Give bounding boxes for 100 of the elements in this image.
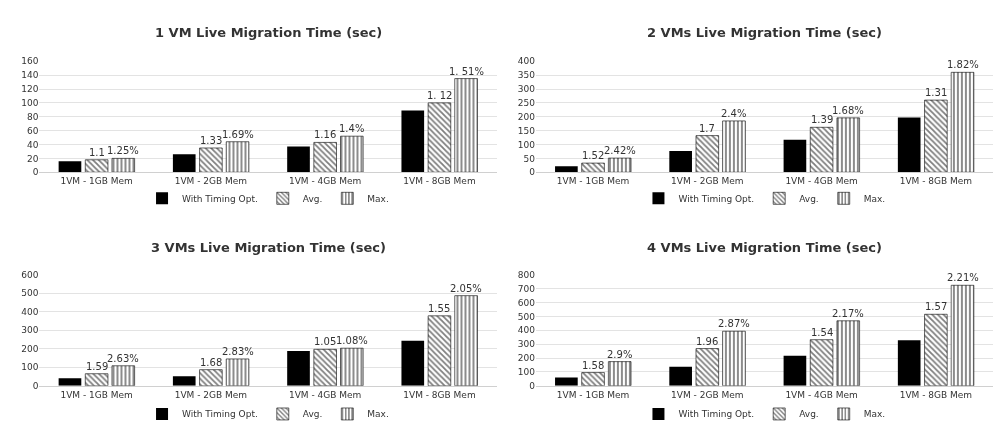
bar	[172, 376, 196, 386]
bar	[695, 348, 719, 386]
bar	[581, 162, 605, 173]
text: Max.	[367, 193, 389, 204]
y-tick-label: 350	[517, 70, 536, 81]
y-tick-label: 500	[517, 311, 536, 322]
bar	[836, 117, 860, 173]
y-tick-label: 600	[517, 297, 536, 308]
text: Max.	[863, 193, 886, 204]
text: Max.	[863, 409, 886, 420]
y-tick-label: 300	[21, 325, 39, 336]
annotation: 1. 51%	[449, 66, 484, 77]
bar	[783, 355, 807, 386]
chart-title: 1 VM Live Migration Time (sec)	[155, 25, 383, 40]
x-tick-label: 1VM - 8GB Mem	[899, 176, 973, 187]
annotation: 1.68	[200, 357, 223, 368]
x-tick-label: 1VM - 1GB Mem	[60, 389, 133, 400]
x-tick-label: 1VM - 8GB Mem	[403, 389, 476, 400]
annotation: 2.83%	[222, 346, 254, 357]
y-tick-label: 100	[517, 367, 536, 378]
y-tick-label: 700	[517, 283, 536, 294]
bar	[836, 320, 860, 386]
bar	[84, 159, 109, 173]
text: Avg.	[799, 409, 819, 420]
bar	[809, 127, 834, 173]
bar	[695, 135, 719, 173]
bar	[454, 78, 478, 173]
y-tick-label: 100	[517, 139, 536, 150]
bar	[924, 313, 948, 386]
annotation: 2.87%	[718, 318, 750, 329]
y-tick-label: 140	[21, 70, 39, 81]
annotation: 2.17%	[832, 308, 864, 319]
y-tick-label: 800	[517, 269, 536, 280]
annotation: 1.08%	[336, 335, 368, 346]
y-tick-label: 300	[517, 339, 536, 350]
x-tick-label: 1VM - 4GB Mem	[288, 389, 362, 400]
bar	[225, 141, 250, 173]
x-tick-label: 1VM - 4GB Mem	[785, 389, 858, 400]
y-tick-label: 600	[21, 269, 39, 280]
bar	[84, 373, 109, 386]
annotation: 1.59	[86, 361, 109, 372]
bar	[427, 102, 452, 173]
bar	[924, 99, 948, 173]
annotation: 1.4%	[339, 123, 365, 134]
bar	[287, 350, 310, 386]
chart-title: 2 VMs Live Migration Time (sec)	[647, 25, 883, 40]
y-tick-label: 100	[21, 98, 39, 109]
bar	[340, 347, 364, 386]
x-tick-label: 1VM - 4GB Mem	[785, 176, 858, 187]
annotation: 1.7	[699, 123, 715, 134]
bar	[401, 110, 425, 173]
annotation: 2.9%	[607, 349, 633, 360]
y-tick-label: 500	[21, 288, 39, 299]
annotation: 2.21%	[947, 272, 979, 283]
text: Avg.	[799, 193, 819, 204]
bar	[199, 369, 223, 386]
y-tick-label: 60	[27, 125, 39, 136]
bar	[287, 146, 310, 173]
bar	[427, 315, 452, 386]
bar	[313, 142, 337, 173]
annotation: 1.58	[582, 360, 605, 371]
legend-label: With Timing Opt.	[678, 193, 755, 204]
annotation: 1.68%	[832, 105, 864, 116]
bar	[172, 154, 196, 173]
annotation: 1. 12	[427, 90, 453, 101]
bar	[111, 158, 135, 173]
annotation: 1.05	[314, 336, 337, 347]
annotation: 1.39	[811, 114, 834, 125]
bar	[722, 120, 746, 173]
y-tick-label: 400	[517, 325, 536, 336]
legend-label: With Timing Opt.	[678, 409, 755, 420]
bar	[454, 295, 478, 386]
bar	[722, 330, 746, 386]
x-tick-label: 1VM - 1GB Mem	[556, 176, 630, 187]
y-tick-label: 250	[517, 98, 536, 109]
y-tick-label: 0	[32, 380, 39, 391]
y-tick-label: 0	[529, 380, 536, 391]
x-tick-label: 1VM - 8GB Mem	[899, 389, 973, 400]
x-tick-label: 1VM - 2GB Mem	[174, 389, 248, 400]
bar	[669, 150, 692, 173]
y-tick-label: 120	[21, 84, 39, 95]
y-tick-label: 100	[21, 362, 39, 373]
annotation: 1.52	[582, 150, 605, 161]
annotation: 1.1	[89, 147, 105, 158]
annotation: 1.31	[925, 87, 948, 98]
y-tick-label: 40	[27, 139, 39, 150]
chart-title: 3 VMs Live Migration Time (sec)	[151, 240, 387, 255]
text: Avg.	[302, 409, 323, 420]
text: Max.	[367, 409, 389, 420]
y-tick-label: 80	[27, 111, 39, 122]
annotation: 2.05%	[450, 283, 482, 294]
y-tick-label: 150	[517, 125, 536, 136]
bar	[555, 377, 578, 386]
x-tick-label: 1VM - 1GB Mem	[60, 176, 133, 187]
annotation: 1.55	[428, 303, 451, 314]
y-tick-label: 200	[517, 111, 536, 122]
annotation: 2.42%	[604, 145, 636, 156]
y-tick-label: 0	[32, 167, 39, 178]
y-tick-label: 400	[21, 306, 39, 317]
y-tick-label: 200	[21, 343, 39, 354]
